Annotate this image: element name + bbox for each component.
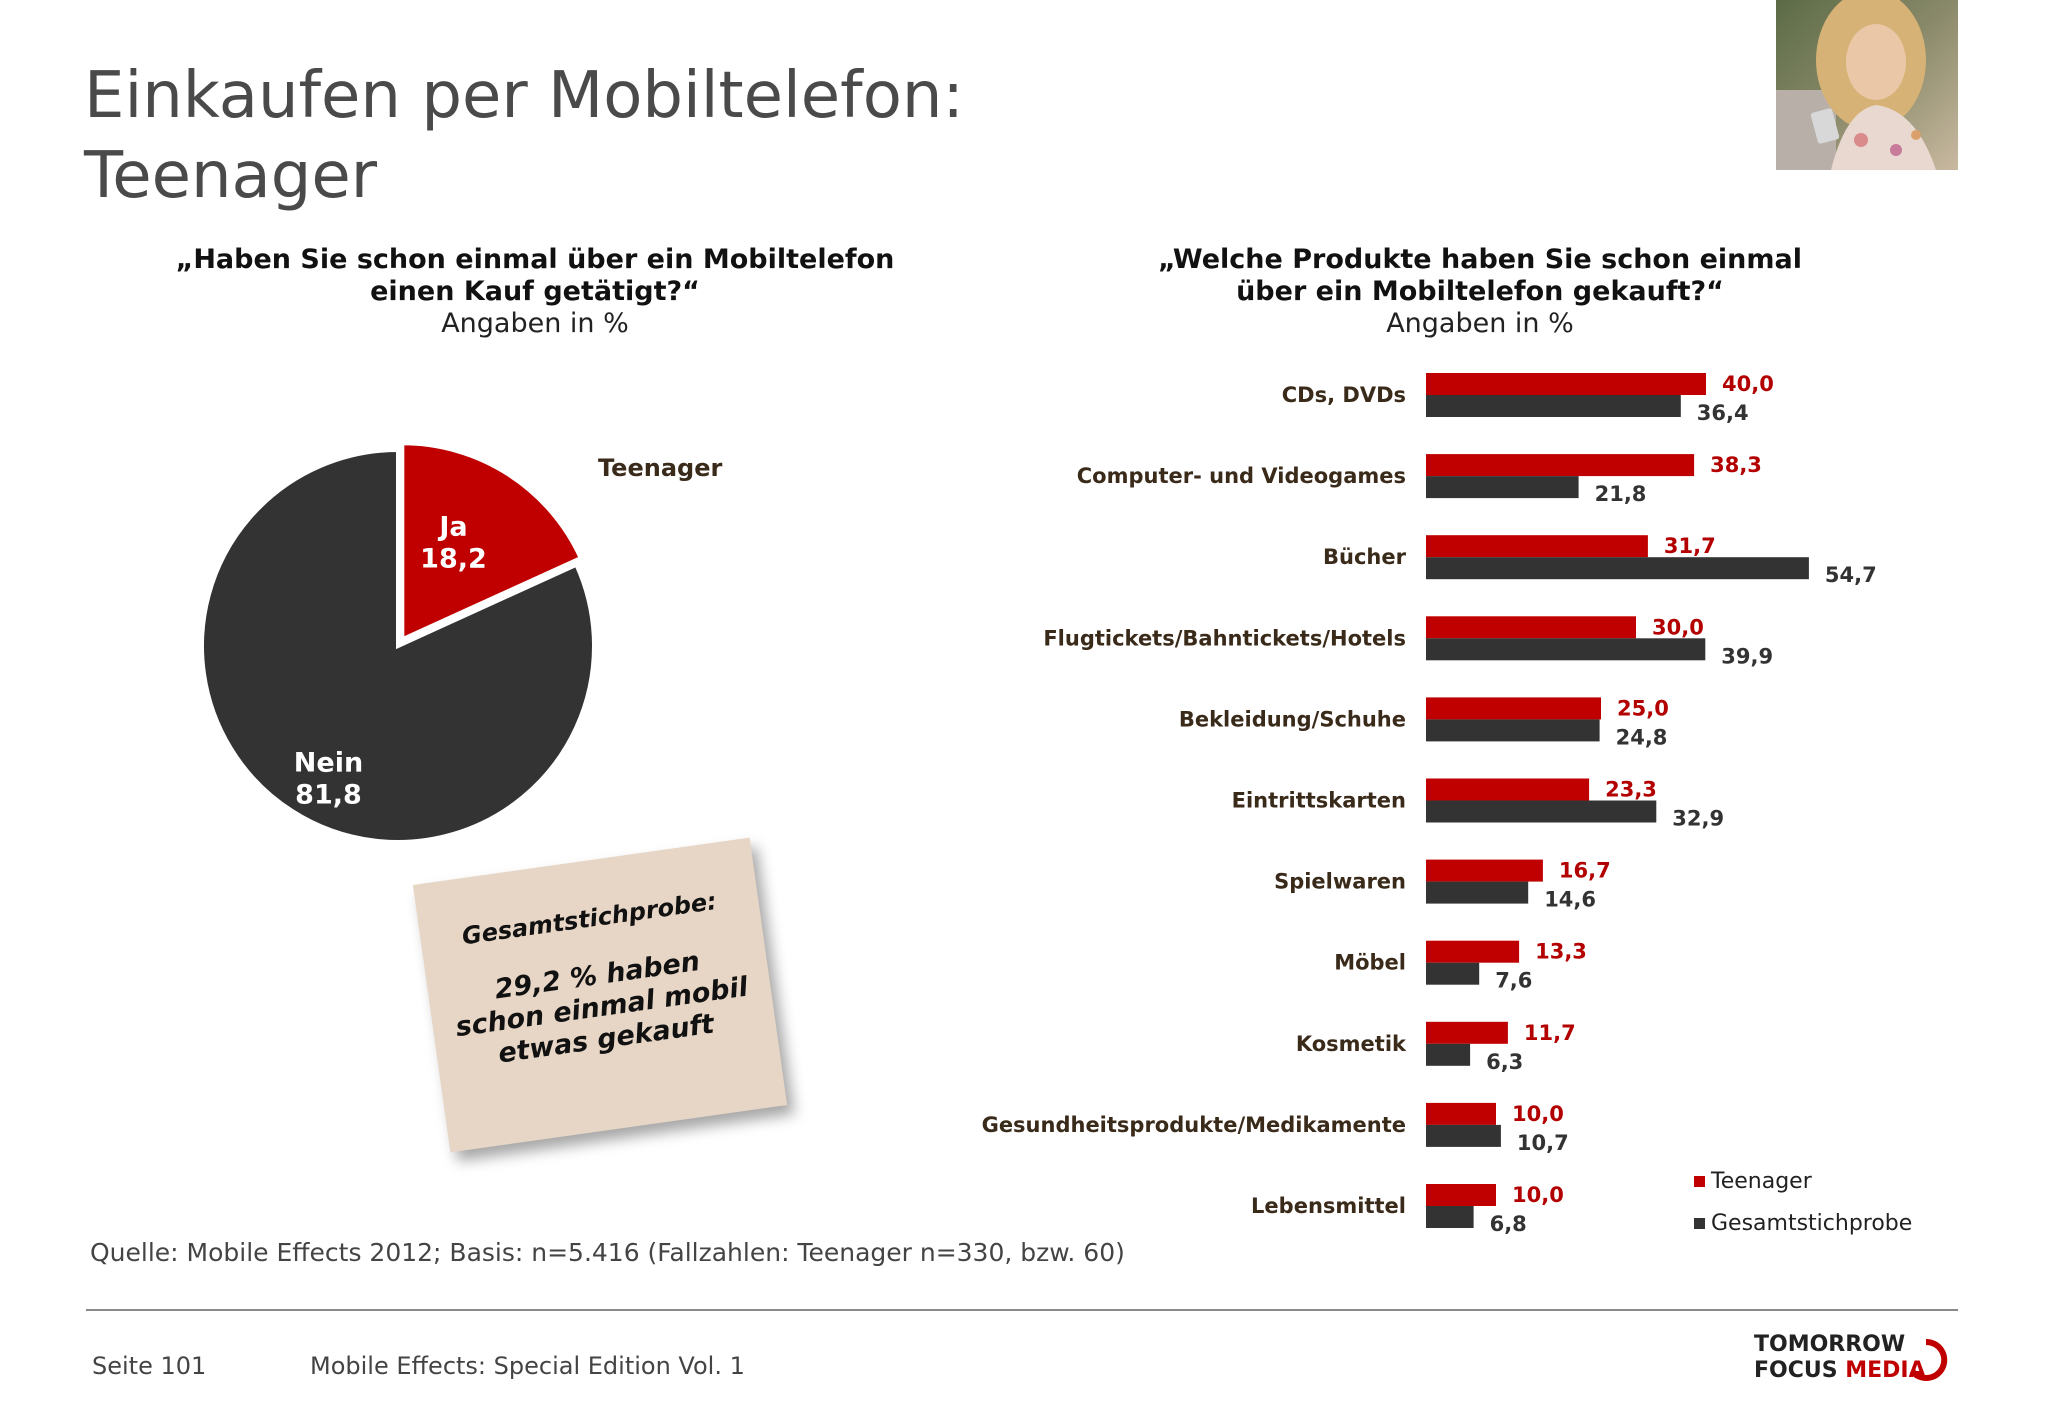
pie-question-line-2: einen Kauf getätigt?“	[370, 276, 700, 307]
bar-total	[1426, 476, 1579, 499]
bar-teenager	[1426, 373, 1706, 395]
bar-total	[1426, 881, 1529, 904]
bar-teenager	[1426, 1021, 1508, 1044]
legend-item-total: Gesamtstichprobe	[1694, 1202, 1912, 1244]
bar-category-label: Spielwaren	[1274, 870, 1406, 894]
bar-teenager	[1426, 454, 1695, 477]
bar-value-total: 7,6	[1495, 969, 1532, 993]
pie-label-ja: Ja	[437, 512, 467, 543]
bar-chart: CDs, DVDs 40,0 36,4 Computer- und Videogame…	[982, 372, 1877, 1236]
legend-swatch-total	[1694, 1217, 1705, 1229]
bar-total	[1426, 719, 1600, 742]
bar-value-total: 6,8	[1490, 1212, 1527, 1236]
logo-line-2: FOCUS MEDIA	[1754, 1358, 1926, 1383]
bar-category-label: Bekleidung/Schuhe	[1179, 707, 1406, 731]
pie-label-nein: Nein	[294, 748, 363, 779]
company-logo: TOMORROW FOCUS MEDIA	[1754, 1332, 1964, 1388]
logo-line-1: TOMORROW	[1754, 1332, 1906, 1357]
bar-value-total: 14,6	[1544, 888, 1596, 912]
bar-value-teenager: 31,7	[1664, 534, 1716, 558]
bar-teenager	[1426, 778, 1590, 801]
bar-value-teenager: 40,0	[1722, 372, 1774, 396]
bar-value-teenager: 11,7	[1524, 1021, 1576, 1045]
source-note: Quelle: Mobile Effects 2012; Basis: n=5.…	[90, 1238, 1125, 1267]
edition-title: Mobile Effects: Special Edition Vol. 1	[310, 1352, 745, 1380]
bar-total	[1426, 1206, 1474, 1228]
bar-category-label: Eintrittskarten	[1232, 789, 1406, 813]
pie-question-line-1: „Haben Sie schon einmal über ein Mobilte…	[175, 244, 895, 275]
page-title: Einkaufen per Mobiltelefon: Teenager	[84, 56, 964, 216]
bar-teenager	[1426, 859, 1543, 882]
note-body: 29,2 % haben schon einmal mobil etwas ge…	[427, 937, 777, 1079]
bar-teenager	[1426, 1184, 1496, 1206]
bar-value-teenager: 30,0	[1652, 615, 1704, 639]
page-number: Seite 101	[92, 1352, 207, 1380]
logo-media: MEDIA	[1845, 1358, 1926, 1383]
pie-slice-nein	[200, 447, 596, 844]
legend-swatch-teenager	[1694, 1175, 1705, 1187]
bar-value-teenager: 10,0	[1512, 1102, 1564, 1126]
bar-value-total: 21,8	[1595, 482, 1647, 506]
bar-category-label: Gesundheitsprodukte/Medikamente	[982, 1113, 1406, 1137]
bar-category-label: Computer- und Videogames	[1077, 464, 1406, 488]
pie-series-label: Teenager	[598, 454, 723, 482]
summary-note: Gesamtstichprobe: 29,2 % haben schon ein…	[412, 837, 788, 1153]
bar-teenager	[1426, 1102, 1496, 1125]
bar-value-total: 39,9	[1721, 644, 1773, 668]
bar-value-teenager: 25,0	[1617, 696, 1669, 720]
chart-legend: Teenager Gesamtstichprobe	[1694, 1160, 1912, 1244]
title-line-1: Einkaufen per Mobiltelefon:	[84, 59, 964, 133]
bar-total	[1426, 395, 1681, 417]
logo-ring-icon	[1909, 1338, 1948, 1381]
bar-teenager	[1426, 535, 1648, 558]
bar-category-label: CDs, DVDs	[1282, 383, 1406, 407]
bar-value-total: 6,3	[1486, 1050, 1523, 1074]
legend-label-teenager: Teenager	[1711, 1168, 1812, 1194]
bar-total	[1426, 1043, 1471, 1066]
bar-value-teenager: 16,7	[1559, 859, 1611, 883]
bar-category-label: Kosmetik	[1296, 1032, 1407, 1056]
bar-question: „Welche Produkte haben Sie schon einmal …	[1080, 244, 1880, 340]
bar-value-total: 10,7	[1517, 1131, 1569, 1155]
bar-value-teenager: 23,3	[1605, 778, 1657, 802]
footer-divider	[86, 1309, 1958, 1311]
bar-teenager	[1426, 616, 1636, 639]
bar-value-total: 24,8	[1616, 725, 1668, 749]
bar-value-teenager: 38,3	[1710, 453, 1762, 477]
bar-category-label: Bücher	[1323, 545, 1407, 569]
bar-value-total: 32,9	[1672, 807, 1724, 831]
bar-total	[1426, 638, 1706, 661]
bar-value-total: 54,7	[1825, 563, 1877, 587]
bar-category-label: Flugtickets/Bahntickets/Hotels	[1043, 626, 1406, 650]
bar-value-teenager: 13,3	[1535, 940, 1587, 964]
pie-question: „Haben Sie schon einmal über ein Mobilte…	[150, 244, 920, 340]
pie-slice-ja	[400, 441, 584, 643]
bar-total	[1426, 800, 1657, 823]
pie-value-nein: 81,8	[295, 780, 362, 811]
bar-category-label: Lebensmittel	[1251, 1194, 1406, 1218]
pie-value-ja: 18,2	[420, 544, 487, 575]
bar-question-line-1: „Welche Produkte haben Sie schon einmal	[1158, 244, 1802, 275]
bar-total	[1426, 1124, 1501, 1147]
bar-category-label: Möbel	[1334, 951, 1406, 975]
teenager-photo	[1776, 0, 1958, 170]
bar-question-unit: Angaben in %	[1386, 308, 1574, 339]
bar-value-total: 36,4	[1697, 401, 1749, 425]
title-line-2: Teenager	[84, 139, 378, 213]
legend-label-total: Gesamtstichprobe	[1711, 1210, 1913, 1236]
bar-total	[1426, 557, 1809, 580]
bar-total	[1426, 962, 1480, 985]
logo-focus: FOCUS	[1754, 1358, 1846, 1383]
bar-question-line-2: über ein Mobiltelefon gekauft?“	[1236, 276, 1724, 307]
legend-item-teenager: Teenager	[1694, 1160, 1912, 1202]
bar-teenager	[1426, 697, 1601, 720]
pie-question-unit: Angaben in %	[441, 308, 629, 339]
bar-teenager	[1426, 940, 1520, 963]
bar-value-teenager: 10,0	[1512, 1183, 1564, 1207]
